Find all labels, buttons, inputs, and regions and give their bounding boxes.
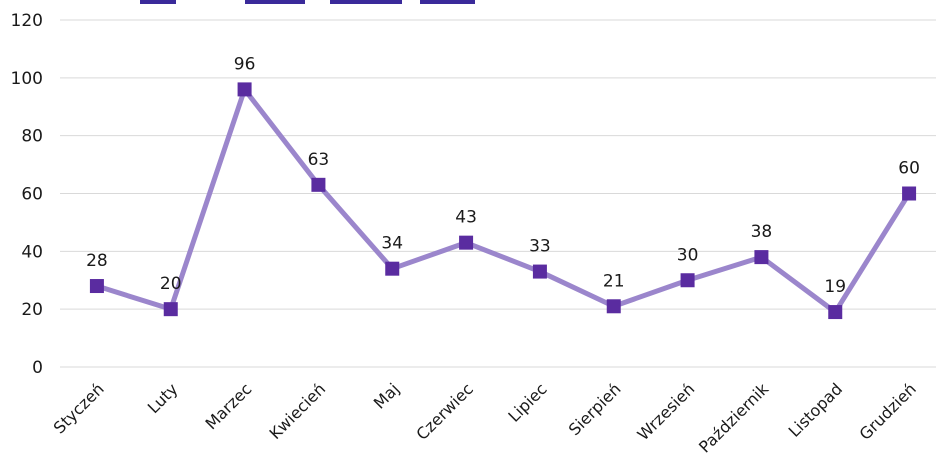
clipped-title-remnant (140, 0, 475, 4)
series-line (96, 86, 912, 315)
data-point-marker (828, 305, 843, 320)
gridlines (60, 19, 936, 368)
data-point-marker (606, 299, 621, 314)
data-label: 33 (529, 237, 551, 257)
y-tick-label: 80 (21, 127, 43, 147)
y-tick-label: 60 (21, 185, 43, 205)
data-point-marker (163, 302, 178, 317)
data-label: 43 (455, 208, 477, 228)
y-tick-label: 20 (21, 300, 43, 320)
data-point-marker (385, 261, 400, 276)
data-point-marker (754, 250, 769, 265)
data-point-marker (237, 82, 252, 97)
y-tick-label: 120 (11, 11, 43, 31)
data-label: 30 (677, 245, 699, 265)
data-labels: 28 20 96 63 34 43 33 21 30 38 19 60 (86, 54, 920, 297)
y-tick-label: 40 (21, 242, 43, 262)
data-label: 20 (160, 274, 182, 294)
series-markers (89, 82, 917, 320)
data-label: 38 (751, 222, 773, 242)
data-label: 28 (86, 251, 108, 271)
data-point-marker (532, 264, 547, 279)
series-line-layer (96, 86, 912, 315)
data-point-marker (311, 177, 326, 192)
data-point-marker (89, 279, 104, 294)
data-label: 21 (603, 271, 625, 291)
y-axis-ticks: 0 20 40 60 80 100 120 (11, 11, 43, 378)
data-point-marker (459, 235, 474, 250)
y-tick-label: 100 (11, 69, 43, 89)
data-label: 19 (824, 277, 846, 297)
y-tick-label: 0 (32, 358, 43, 378)
data-label: 96 (234, 54, 256, 74)
data-point-marker (680, 273, 695, 288)
data-label: 63 (308, 150, 330, 170)
data-point-marker (902, 186, 917, 201)
data-label: 60 (898, 159, 920, 179)
data-label: 34 (381, 234, 403, 254)
